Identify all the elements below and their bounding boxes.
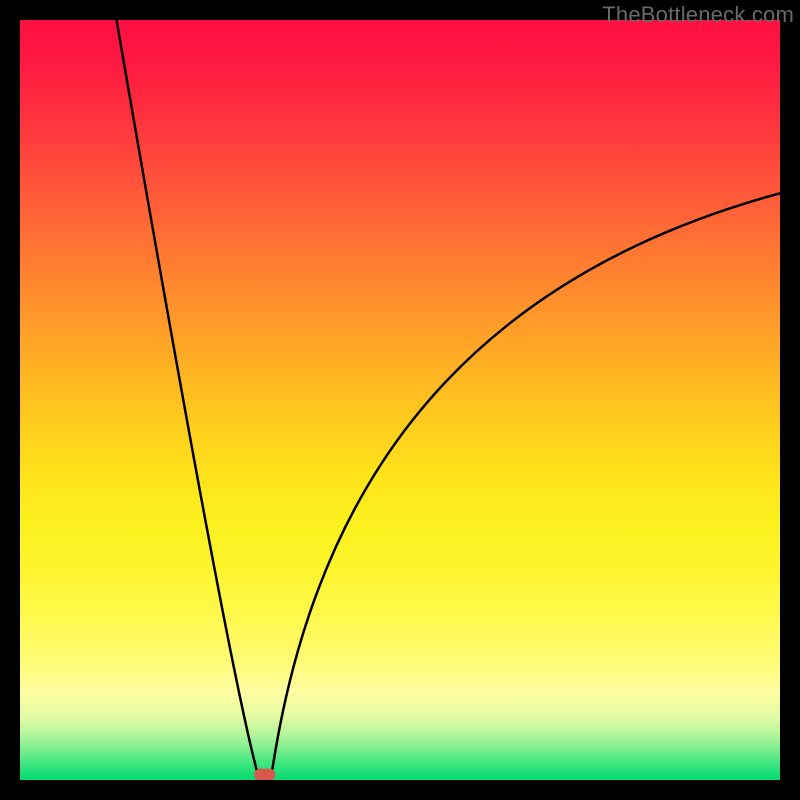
figure-frame: TheBottleneck.com <box>0 0 800 800</box>
minimum-marker <box>254 769 275 780</box>
gradient-background <box>20 20 780 780</box>
bottleneck-chart <box>20 20 780 780</box>
watermark-text: TheBottleneck.com <box>602 2 794 28</box>
plot-area <box>20 20 780 780</box>
